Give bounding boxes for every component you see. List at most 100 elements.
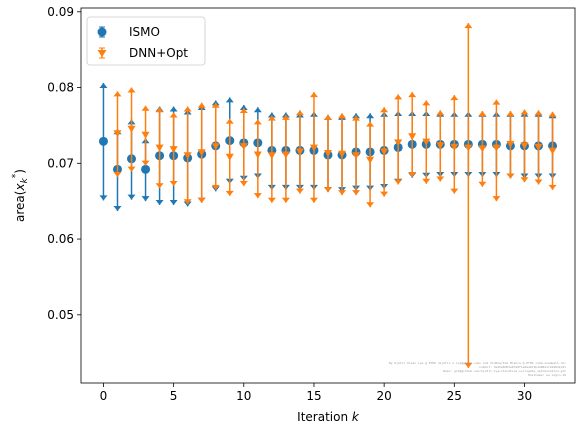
watermark-line: Hostname: eu-login-10 — [528, 373, 566, 377]
lower-limit-arrow — [520, 177, 529, 183]
lower-limit-arrow — [394, 179, 403, 185]
data-point — [141, 164, 151, 174]
data-point — [239, 143, 248, 151]
lower-limit-arrow — [239, 181, 248, 187]
y-axis-label-text: area( — [13, 191, 27, 222]
data-point — [338, 150, 347, 158]
lower-limit-arrow — [253, 193, 262, 199]
upper-limit-arrow — [324, 114, 332, 120]
data-point — [155, 144, 164, 152]
lower-limit-arrow — [99, 195, 108, 201]
data-point — [113, 130, 122, 138]
data-point — [436, 142, 445, 150]
lower-limit-arrow — [225, 190, 234, 196]
lower-limit-arrow — [422, 178, 431, 184]
lower-limit-arrow — [464, 362, 473, 368]
lower-limit-arrow — [155, 199, 164, 205]
data-point — [211, 143, 220, 151]
lower-limit-arrow — [478, 181, 487, 187]
data-point — [267, 152, 276, 160]
y-tick-label: 0.07 — [47, 156, 74, 170]
lower-limit-arrow — [548, 184, 557, 190]
upper-limit-arrow — [380, 107, 389, 113]
upper-limit-arrow — [534, 110, 543, 116]
lower-limit-arrow — [506, 173, 515, 179]
data-point — [352, 152, 361, 160]
data-point — [380, 148, 389, 156]
lower-limit-arrow — [141, 196, 150, 202]
upper-limit-arrow — [366, 121, 375, 127]
x-axis-label: Iteration k — [297, 410, 360, 424]
lower-limit-arrow — [295, 188, 304, 194]
upper-limit-arrow — [548, 111, 557, 117]
data-point — [506, 140, 515, 148]
legend-box — [86, 16, 206, 66]
lower-limit-arrow — [169, 181, 178, 187]
lower-limit-arrow — [492, 196, 501, 202]
data-point — [309, 144, 318, 152]
upper-limit-arrow — [155, 107, 164, 113]
x-tick-label: 15 — [306, 389, 321, 403]
lower-limit-arrow — [380, 191, 389, 197]
data-point — [408, 133, 417, 141]
lower-limit-arrow — [211, 184, 220, 190]
upper-limit-arrow — [450, 95, 459, 101]
upper-limit-arrow — [225, 97, 234, 103]
upper-limit-arrow — [99, 83, 108, 88]
x-axis-label-var: k — [352, 410, 360, 424]
axes-ticks: 0 5 10 15 20 25 30 0.05 0.06 0.07 0.08 0.09 — [47, 5, 532, 403]
lower-limit-arrow — [309, 197, 318, 203]
legend-label-dnn-opt: DNN+Opt — [129, 46, 188, 60]
upper-limit-arrow — [506, 111, 515, 117]
x-tick-label: 20 — [376, 389, 391, 403]
upper-limit-arrow — [183, 106, 192, 112]
data-point — [478, 145, 487, 153]
upper-limit-arrow — [253, 107, 262, 113]
lower-limit-arrow — [127, 166, 136, 172]
upper-limit-arrow — [394, 94, 403, 100]
data-point — [324, 149, 332, 157]
y-axis-label-sup: * — [11, 173, 21, 178]
data-point — [492, 144, 501, 152]
data-point — [225, 153, 234, 161]
plot-frame — [80, 7, 576, 384]
lower-limit-arrow — [169, 199, 178, 205]
upper-limit-arrow — [141, 105, 150, 111]
upper-limit-arrow — [464, 23, 473, 29]
lower-limit-arrow — [324, 187, 332, 193]
y-axis-label-sub: k — [20, 177, 30, 183]
data-point — [450, 143, 459, 151]
data-point — [366, 156, 375, 164]
upper-limit-arrow — [478, 111, 487, 117]
upper-limit-arrow — [239, 104, 248, 110]
y-tick-label: 0.09 — [47, 5, 74, 19]
watermark-line: Repo: git@github.com:kjetil-lye/iterativ… — [443, 369, 566, 373]
lower-limit-arrow — [352, 190, 361, 196]
y-axis-label: area(xk*) — [11, 169, 30, 222]
legend-label-ismo: ISMO — [129, 25, 160, 39]
x-axis-label-text: Iteration — [297, 410, 352, 424]
upper-limit-arrow — [338, 113, 347, 119]
data-point — [422, 138, 431, 146]
lower-limit-arrow — [281, 197, 290, 203]
upper-limit-arrow — [225, 118, 234, 124]
upper-limit-arrow — [295, 110, 304, 116]
series-layer — [98, 23, 558, 368]
upper-limit-arrow — [281, 114, 290, 120]
lower-limit-arrow — [436, 176, 445, 182]
data-point — [197, 149, 206, 157]
lower-limit-arrow — [338, 190, 347, 196]
lower-limit-arrow — [366, 202, 375, 208]
y-tick-label: 0.06 — [47, 232, 74, 246]
x-tick-label: 10 — [236, 389, 251, 403]
upper-limit-arrow — [309, 92, 318, 98]
x-tick-label: 25 — [447, 389, 462, 403]
upper-limit-arrow — [520, 109, 529, 115]
x-tick-label: 30 — [517, 389, 532, 403]
upper-limit-arrow — [169, 106, 178, 112]
upper-limit-arrow — [113, 91, 122, 97]
watermark: By Kjetil Olsen Lye @ ETHZ <kjetil.o.lye… — [389, 361, 566, 377]
y-tick-label: 0.08 — [47, 81, 74, 95]
upper-limit-arrow — [197, 102, 206, 108]
